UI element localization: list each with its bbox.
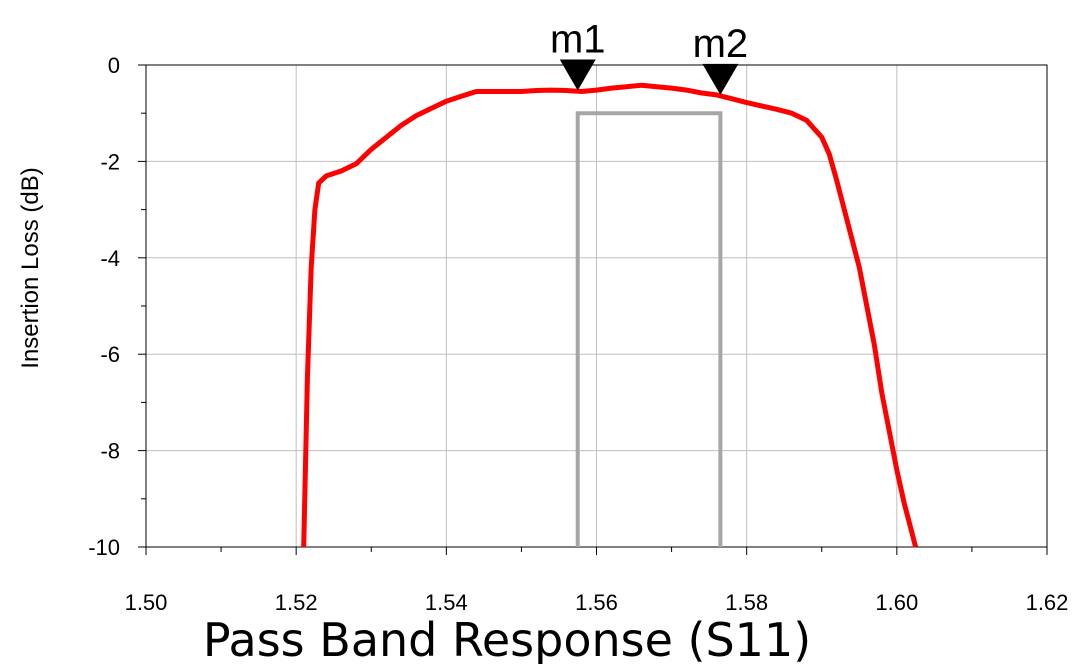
x-tick-label: 1.56 xyxy=(575,590,618,615)
y-tick-label: -4 xyxy=(100,246,120,271)
y-axis-title: Insertion Loss (dB) xyxy=(17,167,44,368)
x-tick-label: 1.60 xyxy=(875,590,918,615)
y-tick-labels: 0 -2 -4 -6 -8 -10 xyxy=(88,53,120,560)
y-tick-label: -10 xyxy=(88,535,120,560)
x-tick-label: 1.50 xyxy=(125,590,168,615)
marker-m2-triangle xyxy=(702,63,739,95)
mask-group xyxy=(575,111,723,547)
marker-m2-label: m2 xyxy=(693,22,749,66)
marker-m1-label: m1 xyxy=(550,18,606,62)
y-tick-label: -8 xyxy=(100,439,120,464)
series-group xyxy=(301,82,919,548)
plot-frame xyxy=(145,64,1048,548)
insertion-loss-line xyxy=(301,82,919,548)
x-tick-label: 1.58 xyxy=(725,590,768,615)
x-tick-label: 1.52 xyxy=(275,590,318,615)
y-tick-label: -2 xyxy=(100,149,120,174)
x-tick-label: 1.62 xyxy=(1026,590,1069,615)
x-tick-label: 1.54 xyxy=(425,590,468,615)
markers-group: m1 m2 xyxy=(550,18,748,95)
y-tick-label: 0 xyxy=(108,53,120,78)
marker-m1-triangle xyxy=(559,59,596,91)
spec-mask-line xyxy=(575,111,723,547)
chart-title: Pass Band Response (S11) xyxy=(203,613,811,664)
axis-ticks xyxy=(138,64,1048,555)
x-tick-labels: 1.50 1.52 1.54 1.56 1.58 1.60 1.62 xyxy=(125,590,1069,615)
y-tick-label: -6 xyxy=(100,342,120,367)
grid-lines xyxy=(145,64,1048,548)
